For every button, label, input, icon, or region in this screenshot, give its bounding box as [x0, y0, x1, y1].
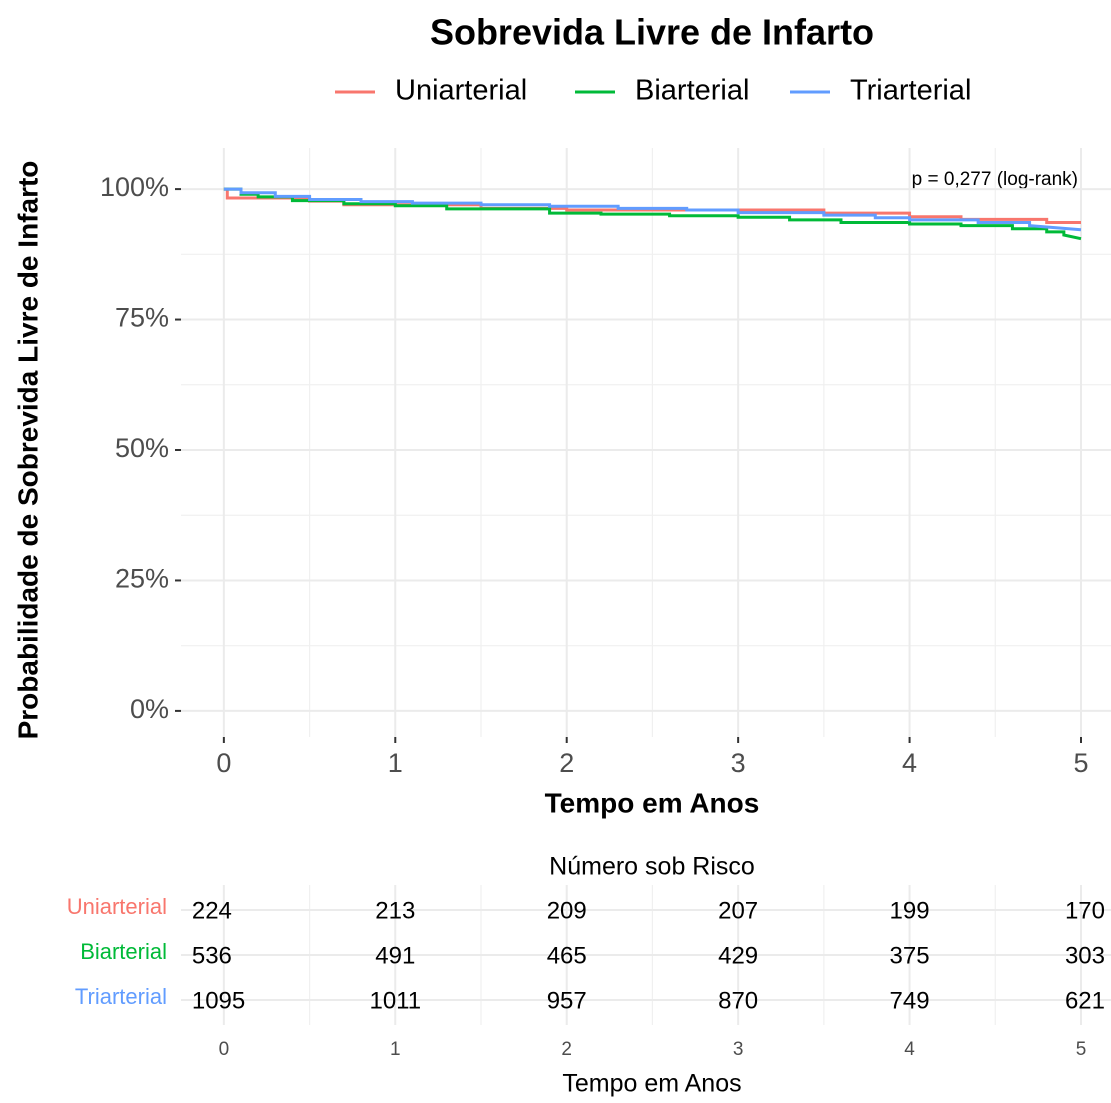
grid [181, 148, 1111, 737]
risk-table-title: Número sob Risco [549, 853, 755, 881]
x-tick-label: 1 [388, 748, 403, 778]
x-tick-label: 5 [1073, 748, 1088, 778]
risk-count: 957 [547, 987, 587, 1014]
y-tick-label: 50% [115, 433, 169, 463]
risk-x-tick-label: 3 [733, 1039, 744, 1060]
risk-count: 1011 [369, 987, 421, 1014]
risk-count: 199 [890, 897, 930, 924]
risk-x-tick-label: 1 [390, 1039, 401, 1060]
y-tick-label: 100% [100, 172, 169, 202]
x-tick-label: 0 [216, 748, 231, 778]
risk-count: 375 [890, 942, 930, 969]
risk-row-label: Uniarterial [67, 894, 167, 919]
x-tick-label: 2 [559, 748, 574, 778]
risk-x-tick-label: 2 [561, 1039, 572, 1060]
risk-grid [181, 885, 1111, 1025]
risk-row-label: Biarterial [80, 939, 167, 964]
risk-row-label: Triarterial [75, 984, 167, 1009]
risk-x-tick-label: 4 [904, 1039, 915, 1060]
risk-x-tick-label: 0 [219, 1039, 230, 1060]
risk-count: 536 [192, 942, 232, 969]
risk-count: 209 [547, 897, 587, 924]
y-tick-label: 25% [115, 564, 169, 594]
y-tick-label: 0% [130, 694, 169, 724]
risk-count: 213 [375, 897, 415, 924]
x-tick-label: 4 [902, 748, 917, 778]
risk-count: 1095 [192, 987, 245, 1014]
survival-curve [223, 187, 1082, 241]
survival-curve [223, 187, 1082, 232]
y-tick-label: 75% [115, 303, 169, 333]
risk-count: 465 [547, 942, 587, 969]
x-axis-title: Tempo em Anos [545, 787, 760, 818]
risk-count: 621 [1065, 987, 1105, 1014]
risk-count: 429 [718, 942, 758, 969]
legend-label: Triarterial [850, 75, 971, 107]
risk-count: 870 [718, 987, 758, 1014]
risk-count: 749 [890, 987, 930, 1014]
risk-count: 303 [1065, 942, 1105, 969]
legend-label: Biarterial [635, 75, 749, 107]
risk-count: 224 [192, 897, 232, 924]
risk-count: 170 [1065, 897, 1105, 924]
risk-count: 207 [718, 897, 758, 924]
risk-x-tick-label: 5 [1076, 1039, 1087, 1060]
risk-count: 491 [375, 942, 415, 969]
y-axis-title: Probabilidade de Sobrevida Livre de Infa… [12, 161, 43, 740]
chart-title: Sobrevida Livre de Infarto [430, 12, 874, 53]
x-tick-label: 3 [731, 748, 746, 778]
risk-x-axis-title: Tempo em Anos [562, 1070, 741, 1098]
legend-label: Uniarterial [395, 75, 527, 107]
